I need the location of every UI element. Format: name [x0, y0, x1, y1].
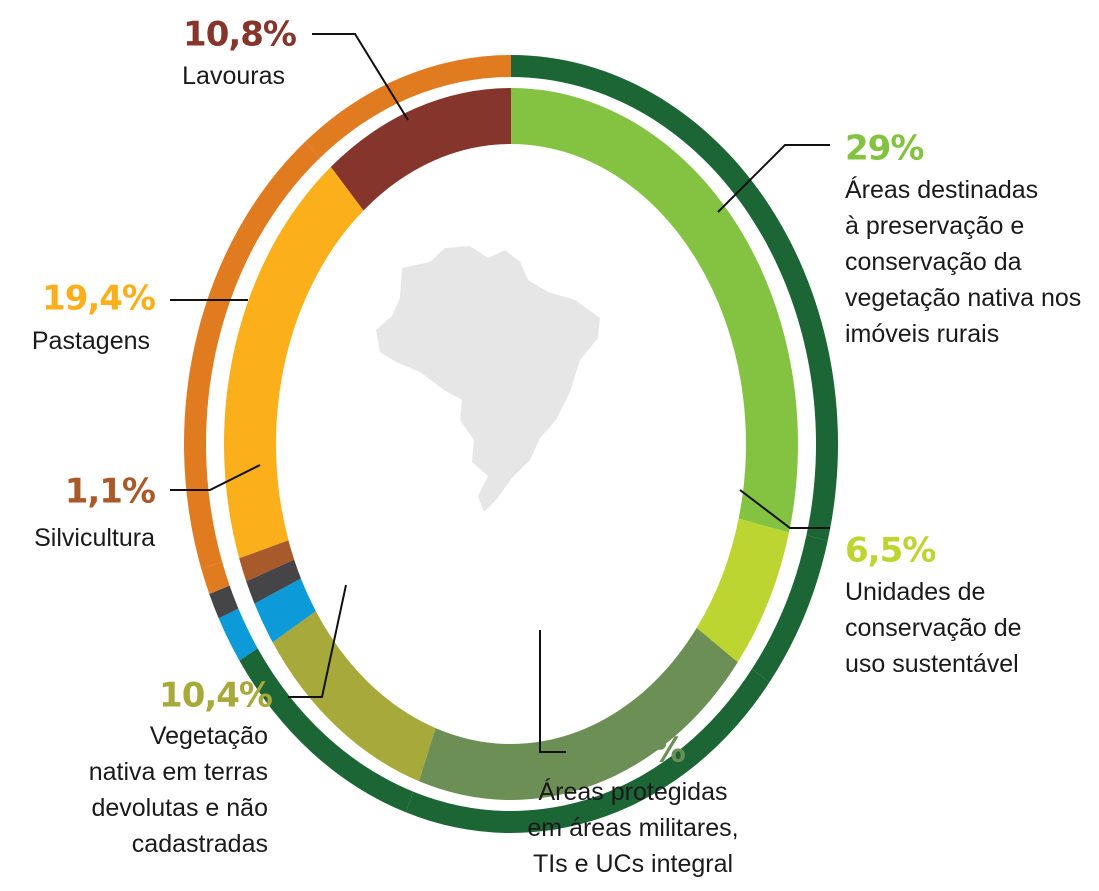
- outer-segment: [751, 535, 828, 683]
- value-label: 1,1%: [65, 472, 155, 512]
- outer-segment: [218, 608, 258, 661]
- leader-line: [288, 584, 347, 698]
- category-label: Vegetação nativa em terras devolutas e n…: [88, 722, 268, 858]
- segment: [272, 611, 436, 782]
- value-label: 29%: [845, 129, 923, 169]
- value-label: 19,4%: [42, 279, 155, 319]
- leader-line: [539, 630, 566, 753]
- segment: [223, 166, 364, 559]
- category-label: Lavouras: [182, 62, 285, 90]
- outer-segment: [406, 668, 770, 833]
- value-label: 10,4%: [159, 676, 272, 716]
- category-label: Áreas protegidas em áreas militares, TIs…: [527, 778, 739, 878]
- value-label: 19,7%: [572, 731, 685, 771]
- leader-line: [312, 33, 409, 121]
- leader-line: [717, 144, 830, 213]
- leader-line: [739, 489, 830, 529]
- segment: [696, 518, 789, 663]
- outer-segment: [209, 585, 239, 619]
- outer-segment: [305, 55, 511, 159]
- outer-segment: [201, 561, 230, 594]
- segment: [330, 88, 511, 211]
- outer-segment: [184, 141, 320, 569]
- value-label: 10,8%: [183, 15, 296, 55]
- segment: [254, 578, 316, 643]
- segment: [239, 540, 295, 582]
- category-label: Áreas destinadas à preservação e conserv…: [845, 176, 1082, 348]
- category-label: Unidades de conservação de uso sustentáv…: [845, 578, 1022, 678]
- brazil-map: [376, 246, 600, 512]
- category-label: Silvicultura: [34, 524, 155, 552]
- value-label: 6,5%: [845, 531, 935, 571]
- segment: [511, 88, 798, 533]
- segment: [246, 559, 301, 604]
- segment: [418, 627, 738, 800]
- outer-segment: [239, 648, 414, 813]
- leader-line: [170, 464, 261, 491]
- category-label: Pastagens: [31, 327, 150, 355]
